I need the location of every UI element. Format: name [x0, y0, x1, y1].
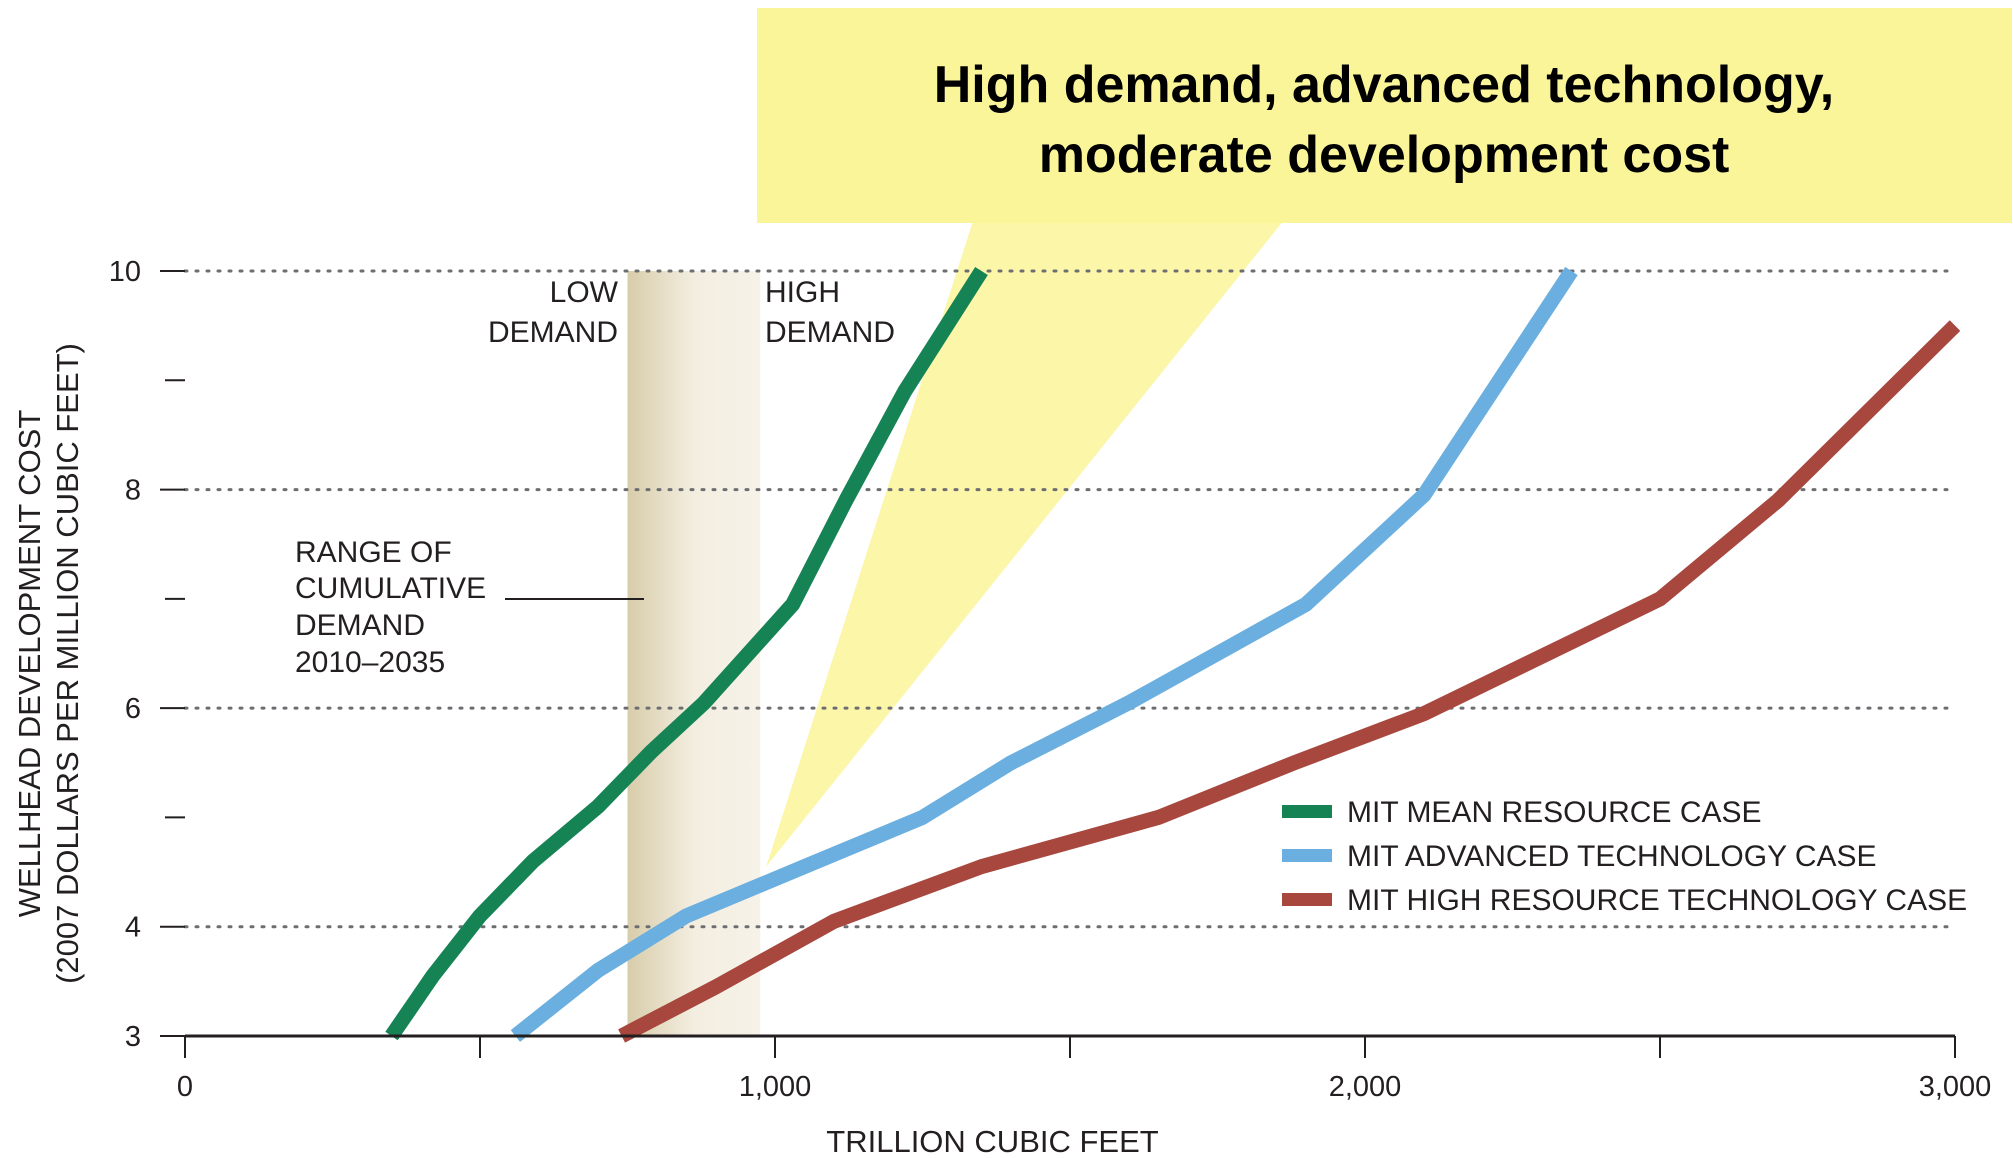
- series-line-2: [618, 320, 1961, 1043]
- low-demand-label-line2: DEMAND: [488, 316, 618, 349]
- x-tick-label-0: 0: [177, 1071, 193, 1103]
- legend: MIT MEAN RESOURCE CASE MIT ADVANCED TECH…: [1282, 796, 1967, 917]
- x-tick-label-1000: 1,000: [739, 1071, 812, 1103]
- legend-label-high: MIT HIGH RESOURCE TECHNOLOGY CASE: [1347, 884, 1967, 917]
- y-tick-label-3: 3: [125, 1021, 141, 1053]
- legend-swatch-high: [1282, 893, 1332, 906]
- y-tick-label-10: 10: [109, 256, 141, 288]
- x-tick-label-3000: 3,000: [1919, 1071, 1992, 1103]
- y-axis-title-line1: WELLHEAD DEVELOPMENT COST: [12, 410, 47, 918]
- y-tick-label-8: 8: [125, 475, 141, 507]
- range-label-line4: 2010–2035: [295, 646, 445, 679]
- low-demand-label-line1: LOW: [550, 276, 619, 309]
- range-label-line2: CUMULATIVE: [295, 572, 486, 605]
- legend-label-mean: MIT MEAN RESOURCE CASE: [1347, 796, 1762, 829]
- gridlines: [183, 269, 1957, 929]
- y-tick-label-4: 4: [125, 912, 141, 944]
- callout-pointer: [766, 222, 1283, 867]
- high-demand-label-line1: HIGH: [765, 276, 840, 309]
- high-demand-label-line2: DEMAND: [765, 316, 895, 349]
- range-label-line3: DEMAND: [295, 609, 425, 642]
- y-tick-label-6: 6: [125, 693, 141, 725]
- legend-label-advanced: MIT ADVANCED TECHNOLOGY CASE: [1347, 840, 1877, 873]
- series-line-0: [385, 266, 988, 1041]
- series-line-1: [510, 266, 1578, 1042]
- x-axis-title: TRILLION CUBIC FEET: [826, 1124, 1158, 1158]
- callout-title-line2: moderate development cost: [1039, 126, 1730, 184]
- y-axis-title-line2: (2007 DOLLARS PER MILLION CUBIC FEET): [50, 343, 85, 984]
- callout-box: [757, 8, 2012, 223]
- legend-swatch-mean: [1282, 805, 1332, 818]
- axis-ticks: 0 1,000 2,000 3,000 3 4 6 8 10: [109, 256, 1992, 1103]
- callout-title-line1: High demand, advanced technology,: [934, 56, 1835, 114]
- range-label-line1: RANGE OF: [295, 536, 452, 569]
- legend-swatch-advanced: [1282, 849, 1332, 862]
- series-layer: [385, 266, 1961, 1043]
- x-tick-label-2000: 2,000: [1329, 1071, 1402, 1103]
